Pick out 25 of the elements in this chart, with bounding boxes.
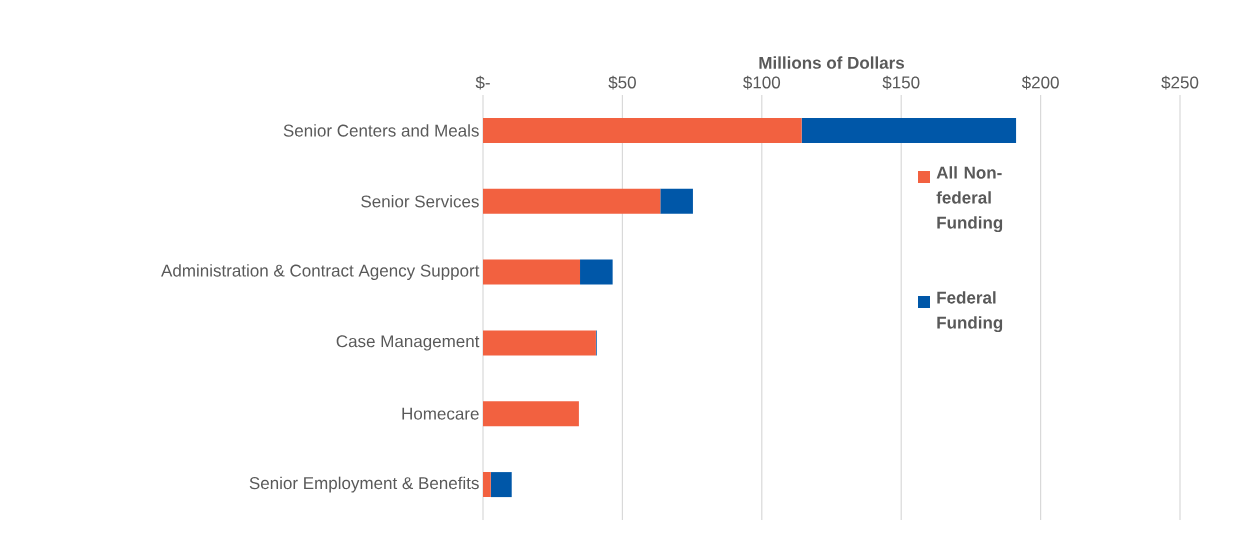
- bar: [483, 188, 661, 214]
- bar: [660, 188, 693, 214]
- y-tick-label: Senior Employment & Benefits: [249, 476, 479, 493]
- bar: [490, 472, 512, 498]
- legend-label: Federal Funding: [937, 291, 1003, 333]
- bar: [483, 472, 491, 498]
- legend-label: All Non-federal Funding: [936, 166, 1003, 233]
- x-tick-label: $250: [1161, 75, 1199, 90]
- y-tick-label: Senior Services: [361, 195, 479, 208]
- bar: [483, 330, 596, 356]
- bar: [801, 117, 1017, 143]
- x-tick-label: $-: [475, 75, 490, 90]
- y-tick-label: Administration & Contract Agency Support: [161, 264, 480, 281]
- x-tick-label: $100: [743, 75, 781, 90]
- y-tick-label: Senior Centers and Meals: [283, 124, 479, 137]
- bar: [483, 117, 802, 143]
- x-tick-label: $150: [882, 75, 920, 90]
- x-tick-label: $200: [1021, 75, 1059, 90]
- x-tick-label: $50: [608, 75, 636, 90]
- bar: [483, 259, 581, 285]
- bar: [483, 401, 579, 427]
- y-tick-label: Homecare: [402, 407, 479, 420]
- x-axis-title: Millions of Dollars: [759, 56, 905, 69]
- bar: [580, 259, 613, 285]
- y-tick-label: Case Management: [336, 335, 480, 351]
